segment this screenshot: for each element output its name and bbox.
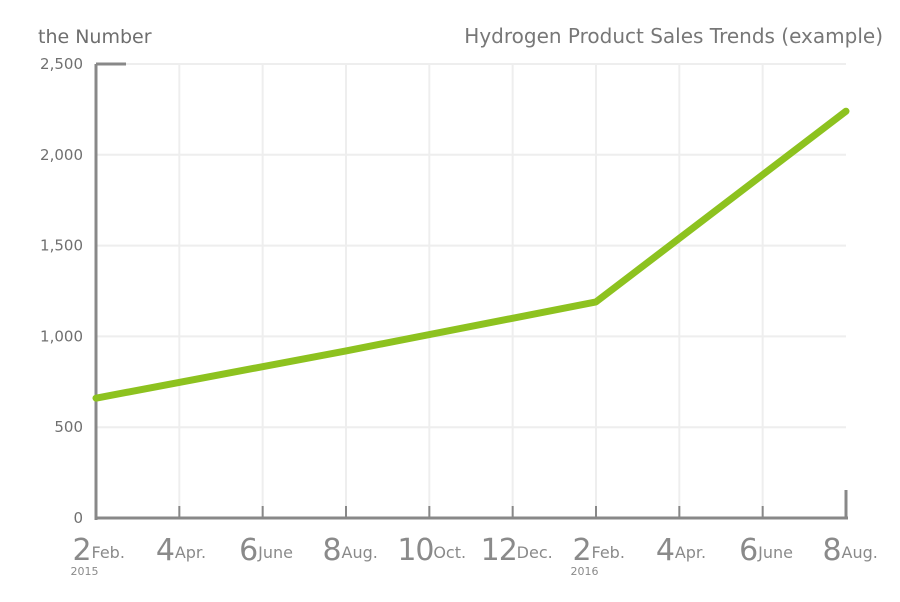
x-tick-number: 2 [573,533,591,568]
x-tick-year: 2016 [571,565,599,578]
x-tick-number: 4 [656,533,674,568]
x-tick-number: 4 [156,533,174,568]
x-tick-number: 6 [739,533,757,568]
y-tick-label: 2,500 [40,55,83,73]
x-tick-month: Oct. [433,543,466,562]
chart-title: Hydrogen Product Sales Trends (example) [464,24,883,48]
y-tick-label: 1,500 [40,237,83,255]
x-tick-month: Apr. [675,543,706,562]
y-tick-label: 1,000 [40,327,83,345]
x-tick-month: Feb. [92,543,125,562]
x-tick-year: 2015 [71,565,99,578]
x-tick-number: 10 [397,533,433,568]
x-tick-month: Aug. [342,543,378,562]
grid [96,63,846,518]
axes [94,62,848,520]
y-tick-label: 0 [73,509,83,527]
x-tick-month: Apr. [175,543,206,562]
x-tick-number: 8 [823,533,841,568]
series-layer [92,107,850,402]
x-tick-month: June [757,543,793,562]
x-tick-number: 12 [481,533,517,568]
y-tick-label: 500 [54,418,83,436]
series-line [92,107,850,402]
x-tick-number: 2 [73,533,91,568]
labels: the Number Hydrogen Product Sales Trends… [38,24,883,578]
x-tick-month: Feb. [592,543,625,562]
x-tick-month: June [257,543,293,562]
x-tick-number: 6 [239,533,257,568]
x-tick-month: Dec. [517,543,553,562]
y-axis-label: the Number [38,26,152,48]
y-tick-label: 2,000 [40,146,83,164]
x-tick-number: 8 [323,533,341,568]
x-tick-month: Aug. [842,543,878,562]
